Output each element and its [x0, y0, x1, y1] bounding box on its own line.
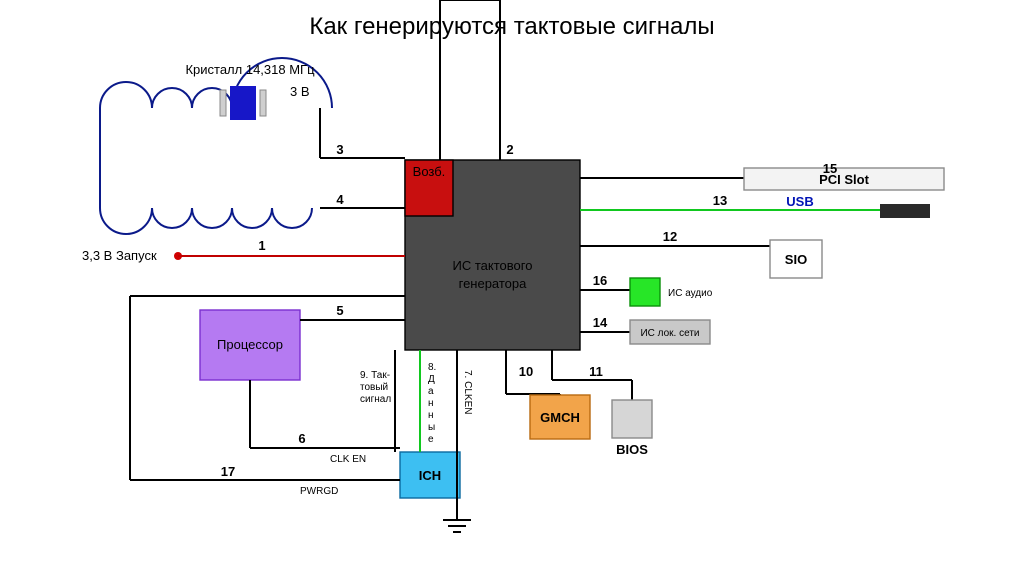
top-3v-label: 3 В — [460, 0, 480, 3]
label-8: ы — [428, 422, 435, 433]
diagram-title: Как генерируются тактовые сигналы — [309, 13, 714, 40]
start-label: 3,3 В Запуск — [82, 248, 157, 263]
usb-label: USB — [786, 194, 813, 209]
sio-label: SIO — [785, 252, 807, 267]
crystal — [230, 86, 256, 120]
clockgen-label2: генератора — [459, 276, 528, 291]
label-8: н — [428, 398, 434, 409]
processor-label: Процессор — [217, 337, 283, 352]
label-9c: сигнал — [360, 394, 391, 405]
ich-label: ICH — [419, 468, 441, 483]
edge-number-16: 16 — [593, 273, 607, 288]
coil-bottom — [100, 208, 312, 234]
audio-block — [630, 278, 660, 306]
edge-number-15: 15 — [823, 161, 837, 176]
edge-number-4: 4 — [336, 192, 344, 207]
label-8: н — [428, 410, 434, 421]
label-8: е — [428, 434, 434, 445]
edge-number-1: 1 — [258, 238, 265, 253]
crystal-label: Кристалл 14,318 МГц — [185, 62, 315, 77]
clken-label: CLK EN — [330, 454, 366, 465]
edge-number-12: 12 — [663, 229, 677, 244]
gmch-label: GMCH — [540, 410, 580, 425]
edge-number-13: 13 — [713, 193, 727, 208]
edge-number-14: 14 — [593, 315, 608, 330]
label-8: Д — [428, 374, 435, 385]
edge-number-2: 2 — [506, 142, 513, 157]
edge-number-11: 11 — [589, 364, 603, 379]
usb-plug — [880, 204, 930, 218]
label-8: а — [428, 386, 434, 397]
bios-label: BIOS — [616, 442, 648, 457]
edge-number-3: 3 — [336, 142, 343, 157]
edge-number-17: 17 — [221, 464, 235, 479]
label-9b: товый — [360, 382, 388, 393]
audio-label: ИС аудио — [668, 288, 713, 299]
vozb-label: Возб. — [413, 164, 446, 179]
edge-number-5: 5 — [336, 303, 343, 318]
clken7-label: 7. CLKEN — [462, 370, 473, 414]
bios-block — [612, 400, 652, 438]
label-9a: 9. Так- — [360, 370, 390, 381]
lan-label: ИС лок. сети — [640, 328, 699, 339]
crystal-3v-label: 3 В — [290, 84, 310, 99]
clockgen-label1: ИС тактового — [453, 258, 533, 273]
edge-number-6: 6 — [298, 431, 305, 446]
pwrgd-label: PWRGD — [300, 486, 338, 497]
edge-number-10: 10 — [519, 364, 533, 379]
label-8: 8. — [428, 362, 436, 373]
